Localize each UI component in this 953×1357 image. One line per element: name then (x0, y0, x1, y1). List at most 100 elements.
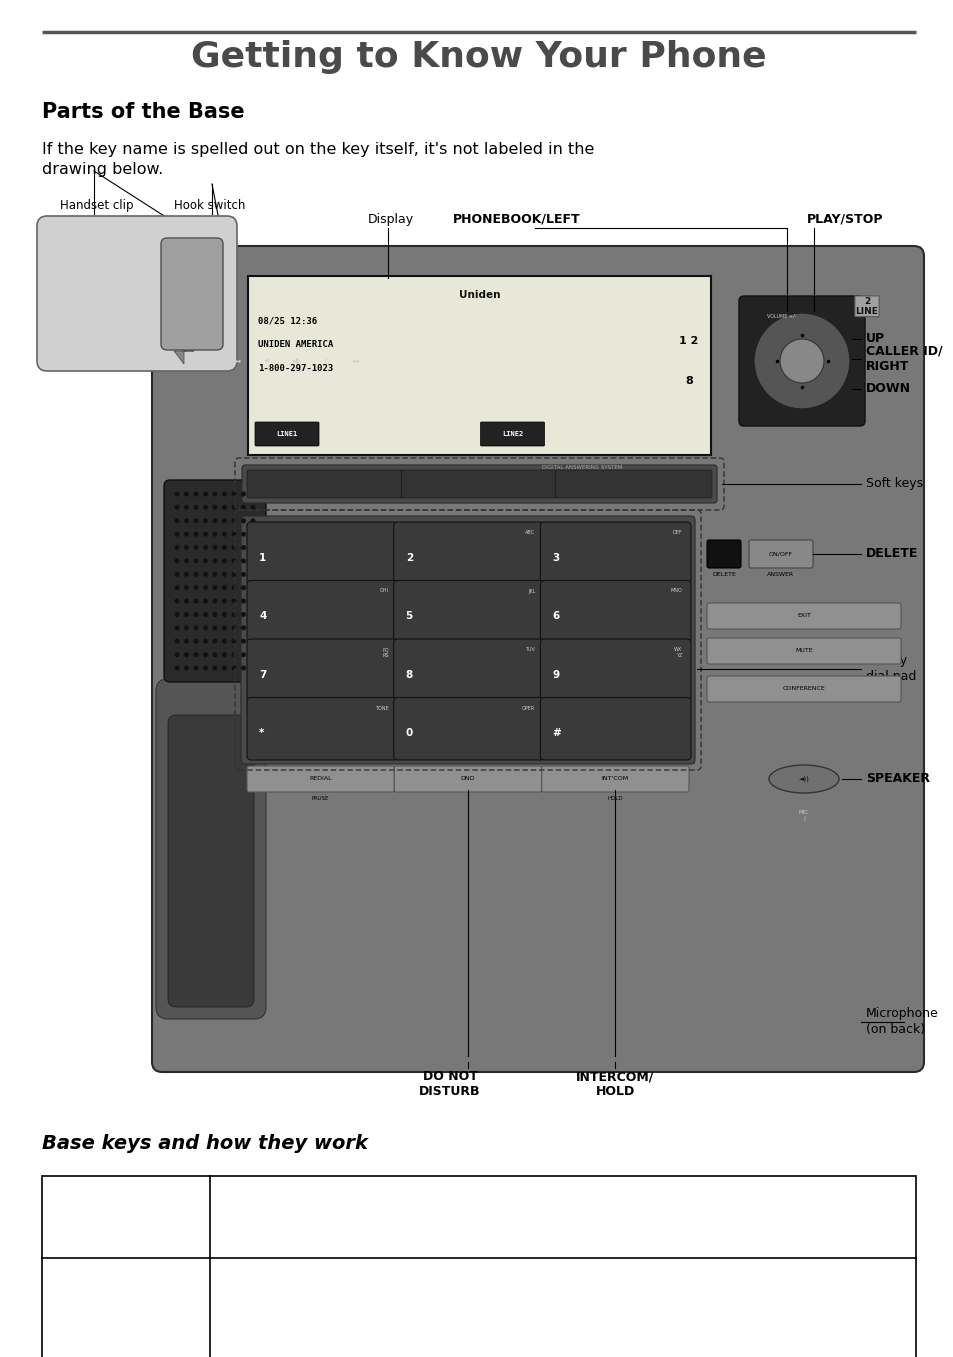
Circle shape (213, 612, 217, 617)
Circle shape (174, 518, 179, 524)
Text: ○: ○ (324, 358, 329, 364)
Text: 1-800-297-1023: 1-800-297-1023 (257, 364, 333, 373)
Circle shape (184, 571, 189, 577)
Circle shape (174, 571, 179, 577)
Text: Key name
(and icon): Key name (and icon) (54, 1187, 140, 1220)
Text: Base keys and how they work: Base keys and how they work (42, 1134, 368, 1153)
Text: PHONEBOOK/
LEFT (☿/⏮): PHONEBOOK/ LEFT (☿/⏮) (54, 1305, 154, 1334)
Circle shape (184, 546, 189, 550)
Circle shape (174, 612, 179, 617)
Circle shape (193, 626, 198, 631)
FancyBboxPatch shape (539, 522, 690, 585)
Circle shape (241, 546, 246, 550)
Text: 7: 7 (258, 669, 266, 680)
FancyBboxPatch shape (541, 765, 688, 792)
Circle shape (232, 665, 236, 670)
FancyBboxPatch shape (555, 470, 711, 498)
FancyBboxPatch shape (539, 697, 690, 760)
Text: Uniden: Uniden (458, 290, 499, 300)
Text: 3: 3 (552, 552, 559, 563)
Circle shape (203, 505, 208, 510)
Circle shape (174, 559, 179, 563)
FancyBboxPatch shape (480, 422, 544, 446)
Text: If the key name is spelled out on the key itself, it's not labeled in the
drawin: If the key name is spelled out on the ke… (42, 142, 594, 176)
Circle shape (193, 665, 198, 670)
FancyBboxPatch shape (401, 470, 558, 498)
Circle shape (251, 505, 255, 510)
Circle shape (184, 559, 189, 563)
Text: 1 2: 1 2 (679, 337, 698, 346)
Circle shape (184, 491, 189, 497)
Circle shape (213, 598, 217, 604)
Circle shape (203, 585, 208, 590)
Circle shape (203, 532, 208, 536)
FancyBboxPatch shape (706, 676, 900, 702)
Circle shape (241, 585, 246, 590)
Circle shape (251, 665, 255, 670)
Circle shape (193, 598, 198, 604)
Circle shape (232, 585, 236, 590)
Circle shape (213, 653, 217, 657)
Circle shape (241, 653, 246, 657)
Text: MNO: MNO (670, 589, 681, 593)
Text: 6: 6 (552, 611, 559, 622)
Text: - In standby or during a call: open the phonebook.
- During text entry: move the: - In standby or during a call: open the … (225, 1273, 648, 1357)
Circle shape (213, 559, 217, 563)
Text: 4: 4 (258, 611, 266, 622)
FancyBboxPatch shape (247, 697, 397, 760)
Circle shape (222, 505, 227, 510)
Circle shape (251, 571, 255, 577)
Circle shape (184, 585, 189, 590)
Circle shape (193, 653, 198, 657)
Circle shape (241, 571, 246, 577)
Circle shape (174, 626, 179, 631)
Text: VOLUME +/-: VOLUME +/- (766, 313, 796, 319)
Circle shape (213, 532, 217, 536)
FancyBboxPatch shape (394, 697, 544, 760)
Circle shape (193, 639, 198, 643)
Circle shape (193, 585, 198, 590)
Text: CONFERENCE: CONFERENCE (781, 687, 824, 692)
FancyBboxPatch shape (152, 246, 923, 1072)
Text: TUV: TUV (525, 647, 535, 651)
Circle shape (184, 665, 189, 670)
Text: DELETE: DELETE (865, 547, 918, 560)
Text: DEF: DEF (672, 531, 681, 535)
Text: Parts of the Base: Parts of the Base (42, 102, 244, 122)
Text: PQ
RS: PQ RS (381, 647, 388, 658)
Circle shape (241, 505, 246, 510)
Circle shape (251, 518, 255, 524)
Circle shape (232, 571, 236, 577)
Circle shape (174, 532, 179, 536)
FancyBboxPatch shape (156, 678, 266, 1019)
Text: Hook switch: Hook switch (173, 199, 245, 212)
Text: ►▌: ►▌ (293, 358, 301, 364)
Text: 5: 5 (405, 611, 413, 622)
FancyBboxPatch shape (394, 581, 544, 643)
Text: ◄): ◄) (264, 358, 270, 364)
Circle shape (184, 639, 189, 643)
Circle shape (251, 598, 255, 604)
Circle shape (251, 585, 255, 590)
Circle shape (203, 626, 208, 631)
Text: 2
LINE: 2 LINE (855, 297, 878, 316)
Text: 8: 8 (684, 376, 692, 385)
Text: Display: Display (367, 213, 414, 227)
Polygon shape (173, 351, 193, 364)
FancyBboxPatch shape (37, 216, 236, 370)
Circle shape (174, 653, 179, 657)
Circle shape (222, 546, 227, 550)
Text: GHI: GHI (379, 589, 388, 593)
Circle shape (184, 626, 189, 631)
Circle shape (203, 491, 208, 497)
Text: 6: 6 (42, 1322, 51, 1337)
Text: MIC
|: MIC | (799, 810, 808, 821)
FancyBboxPatch shape (168, 715, 253, 1007)
Text: CALLER ID/
RIGHT: CALLER ID/ RIGHT (865, 345, 942, 373)
Circle shape (174, 546, 179, 550)
FancyBboxPatch shape (164, 480, 266, 683)
FancyBboxPatch shape (248, 275, 710, 455)
Circle shape (174, 505, 179, 510)
FancyBboxPatch shape (706, 638, 900, 664)
Text: 0: 0 (405, 729, 413, 738)
